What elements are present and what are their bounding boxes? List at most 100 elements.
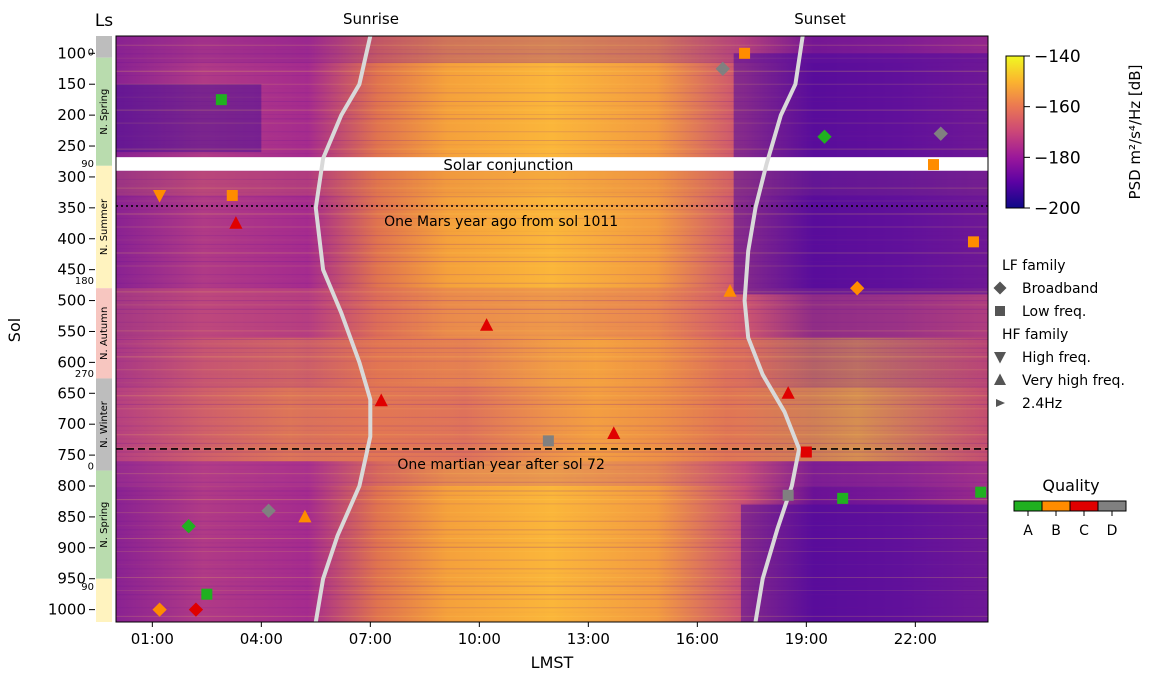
colorbar: −140 −160 −180 −200 PSD m²/s⁴/Hz [dB]	[1005, 47, 1144, 219]
legend-entry-label: 2.4Hz	[1022, 396, 1062, 412]
colorbar-tick-label: −140	[1034, 47, 1081, 67]
y-tick-label: 400	[57, 230, 86, 248]
axes: 01:00 04:00 07:00 10:00 13:00 16:00 19:00 22:00…	[48, 35, 989, 648]
legend-marker	[994, 352, 1006, 364]
x-tick-label: 04:00	[240, 630, 283, 648]
y-tick-label: 800	[57, 477, 86, 495]
y-tick-label: 650	[57, 384, 86, 402]
reference-lines: One Mars year ago from sol 1011 One marti…	[116, 205, 988, 473]
heatmap-band	[116, 387, 988, 462]
x-tick-label: 01:00	[131, 630, 174, 648]
season-label: N. Spring	[99, 502, 110, 548]
quality-class-label: A	[1023, 523, 1033, 539]
event-marker	[723, 284, 737, 297]
heatmap-band	[116, 288, 988, 338]
season-band	[96, 57, 112, 166]
quality-swatch	[1041, 500, 1071, 512]
marker-legend: LF family Broadband Low freq. HF family High…	[993, 258, 1125, 412]
y-tick-label: 100	[57, 44, 86, 62]
y-tick-label: 850	[57, 508, 86, 526]
ls-axis-label: Ls	[95, 11, 113, 31]
plot-frame	[115, 35, 989, 623]
quality-swatch	[1069, 500, 1099, 512]
y-tick-label: 900	[57, 539, 86, 557]
heatmap-area: Solar conjunction One Mars year ago from…	[116, 36, 988, 622]
colorbar-tick-label: −200	[1034, 199, 1081, 219]
solar-conjunction-gap: Solar conjunction	[116, 156, 988, 174]
legend-marker	[995, 306, 1005, 316]
colorbar-ticks: −140 −160 −180 −200	[1024, 47, 1081, 219]
event-marker	[850, 281, 865, 296]
event-marker	[226, 189, 238, 201]
event-marker	[201, 588, 213, 600]
event-marker	[781, 386, 795, 399]
legend-marker	[993, 281, 1007, 295]
x-tick-label: 10:00	[458, 630, 501, 648]
season-band	[96, 578, 112, 622]
legend-entry-label: High freq.	[1022, 350, 1091, 366]
quality-swatch	[1097, 500, 1127, 512]
legend-hf-title: HF family	[1002, 327, 1068, 343]
season-band	[96, 165, 112, 289]
sun-curves	[313, 36, 805, 622]
y-tick-label: 550	[57, 322, 86, 340]
conjunction-label: Solar conjunction	[443, 156, 573, 174]
colorbar-tick-label: −180	[1034, 148, 1081, 168]
season-band	[96, 378, 112, 471]
sunrise-label: Sunrise	[343, 10, 399, 28]
season-label: N. Winter	[99, 400, 110, 448]
y-tick-label: 350	[57, 199, 86, 217]
event-marker	[715, 61, 730, 76]
y-tick-label: 950	[57, 570, 86, 588]
event-marker	[967, 236, 979, 248]
legend-marker	[994, 373, 1006, 385]
event-marker	[215, 94, 227, 106]
y-tick-label: 1000	[48, 601, 86, 619]
heatmap-night-patch	[733, 53, 988, 295]
ls-mark-label: 90	[81, 159, 94, 170]
event-marker	[739, 47, 751, 59]
legend-entry-label: Very high freq.	[1022, 373, 1125, 389]
x-tick-label: 07:00	[349, 630, 392, 648]
y-tick-label: 200	[57, 106, 86, 124]
legend-marker	[996, 399, 1005, 407]
reference-line-label: One martian year after sol 72	[397, 457, 604, 473]
event-marker	[152, 602, 167, 617]
heatmap-band	[116, 337, 988, 388]
event-marker	[188, 602, 204, 617]
ls-mark-label: 0	[88, 462, 94, 473]
event-marker	[800, 446, 812, 458]
legend-entry-label: Low freq.	[1022, 304, 1086, 320]
heatmap-stripes	[116, 36, 988, 622]
colorbar-tick-label: −160	[1034, 98, 1081, 118]
season-label: N. Autumn	[99, 307, 110, 360]
event-marker	[975, 486, 987, 498]
x-tick-label: 13:00	[567, 630, 610, 648]
event-marker	[607, 426, 621, 439]
season-label: N. Spring	[99, 89, 110, 135]
sunset-label: Sunset	[794, 10, 846, 28]
colorbar-gradient	[1005, 55, 1025, 209]
heatmap-band	[116, 461, 988, 487]
reference-line-label: One Mars year ago from sol 1011	[384, 214, 618, 230]
x-tick-label: 22:00	[894, 630, 937, 648]
quality-swatch	[1013, 500, 1043, 512]
heatmap-night-patch	[116, 84, 262, 153]
event-marker	[153, 189, 167, 203]
sunrise-curve	[313, 36, 373, 622]
colorbar-label: PSD m²/s⁴/Hz [dB]	[1126, 65, 1144, 200]
event-marker	[298, 509, 312, 523]
legend-entry-label: Broadband	[1022, 281, 1098, 297]
sunset-curve	[742, 36, 805, 622]
season-band	[96, 36, 112, 58]
quality-class-label: C	[1079, 523, 1089, 539]
y-tick-label: 700	[57, 415, 86, 433]
ls-mark-label: 270	[75, 369, 94, 380]
event-marker	[181, 519, 196, 534]
y-tick-label: 600	[57, 353, 86, 371]
heatmap-night-patch	[740, 504, 988, 622]
event-marker	[542, 435, 554, 447]
quality-class-label: B	[1051, 523, 1061, 539]
event-marker	[480, 318, 494, 331]
